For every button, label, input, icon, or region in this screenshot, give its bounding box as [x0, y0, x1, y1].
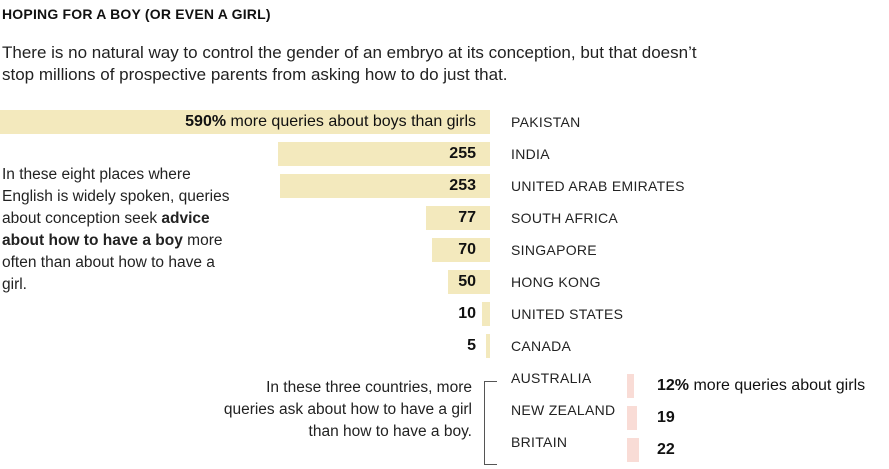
value-number: 5 [467, 337, 476, 354]
bar-boy-3 [426, 206, 490, 230]
country-label: SOUTH AFRICA [511, 210, 619, 226]
value-number: 19 [657, 409, 675, 426]
value-label: 22 [657, 438, 675, 462]
value-label: 255 [449, 142, 476, 166]
chart-subtitle: There is no natural way to control the g… [2, 43, 697, 84]
bar-boy-4 [432, 238, 490, 262]
country-label: PAKISTAN [511, 114, 581, 130]
country-label: BRITAIN [511, 434, 568, 450]
country-label: INDIA [511, 146, 550, 162]
value-number: 22 [657, 441, 675, 458]
bar-boy-6 [482, 302, 490, 326]
country-label: SINGAPORE [511, 242, 597, 258]
bar-boy-1 [278, 142, 490, 166]
country-label: NEW ZEALAND [511, 402, 616, 418]
value-label: 5 [467, 334, 476, 358]
country-label: CANADA [511, 338, 572, 354]
value-label: 50 [458, 270, 476, 294]
country-label: HONG KONG [511, 274, 601, 290]
chart-title: HOPING FOR A BOY (OR EVEN A GIRL) [2, 6, 271, 22]
bar-boy-7 [486, 334, 490, 358]
bar-boy-5 [448, 270, 490, 294]
note-girls: In these three countries, more queries a… [223, 379, 472, 440]
note-boys-part1: In these eight places where English is w… [2, 166, 230, 227]
country-label: AUSTRALIA [511, 370, 592, 386]
value-label: 590% more queries about boys than girls [185, 110, 476, 134]
value-label: 70 [458, 238, 476, 262]
value-suffix: more queries about boys than girls [226, 113, 476, 130]
value-number: 12% [657, 377, 690, 394]
value-number: 253 [449, 177, 476, 194]
bar-girl-0 [627, 374, 634, 398]
girls-bracket [484, 381, 497, 465]
bar-girl-1 [627, 406, 637, 430]
value-label: 12% more queries about girls [657, 374, 865, 398]
value-number: 50 [458, 273, 476, 290]
value-number: 255 [449, 145, 476, 162]
value-number: 590% [185, 113, 227, 130]
value-suffix: more queries about girls [689, 377, 866, 394]
value-number: 77 [458, 209, 476, 226]
note-boys-part2: more often than about how to have a girl… [2, 232, 223, 293]
value-label: 10 [458, 302, 476, 326]
value-number: 10 [458, 305, 476, 322]
note-boys: In these eight places where English is w… [2, 164, 242, 296]
note-boys-bold: advice about how to have a boy [2, 210, 210, 249]
bar-boy-0 [0, 110, 490, 134]
country-label: UNITED STATES [511, 306, 624, 322]
value-number: 70 [458, 241, 476, 258]
value-label: 19 [657, 406, 675, 430]
bar-boy-2 [280, 174, 490, 198]
value-label: 253 [449, 174, 476, 198]
value-label: 77 [458, 206, 476, 230]
bar-girl-2 [627, 438, 639, 462]
country-label: UNITED ARAB EMIRATES [511, 178, 685, 194]
